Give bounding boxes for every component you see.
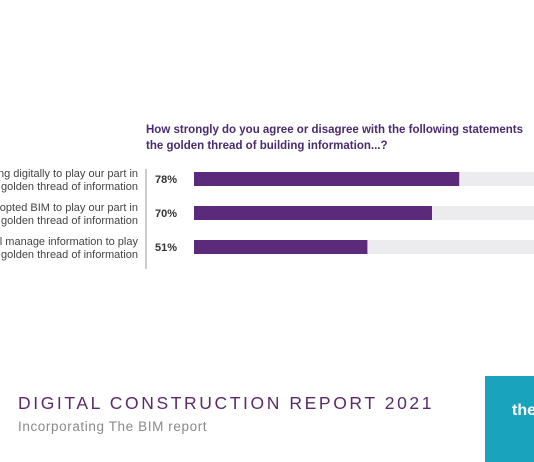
chart-title-line-1: How strongly do you agree or disagree wi… bbox=[146, 124, 523, 136]
category-label: ll manage information to play bbox=[0, 236, 138, 248]
value-label: 78% bbox=[155, 174, 177, 186]
category-label: golden thread of information bbox=[1, 249, 138, 261]
bar bbox=[194, 240, 368, 254]
report-subtitle: Incorporating The BIM report bbox=[18, 419, 208, 434]
value-label: 51% bbox=[155, 242, 177, 254]
bar bbox=[194, 172, 460, 186]
brand-logo-text: the bbox=[512, 402, 534, 419]
bar bbox=[194, 206, 432, 220]
category-label: ing digitally to play our part in bbox=[0, 168, 138, 180]
report-title: DIGITAL CONSTRUCTION REPORT 2021 bbox=[18, 393, 435, 413]
chart-title-line-2: the golden thread of building informatio… bbox=[146, 140, 388, 152]
value-label: 70% bbox=[155, 208, 177, 220]
category-label: golden thread of information bbox=[1, 181, 138, 193]
category-label: golden thread of information bbox=[1, 215, 138, 227]
category-label: dopted BIM to play our part in bbox=[0, 202, 138, 214]
brand-logo: the bbox=[485, 376, 534, 462]
chart-title: How strongly do you agree or disagree wi… bbox=[146, 122, 534, 154]
